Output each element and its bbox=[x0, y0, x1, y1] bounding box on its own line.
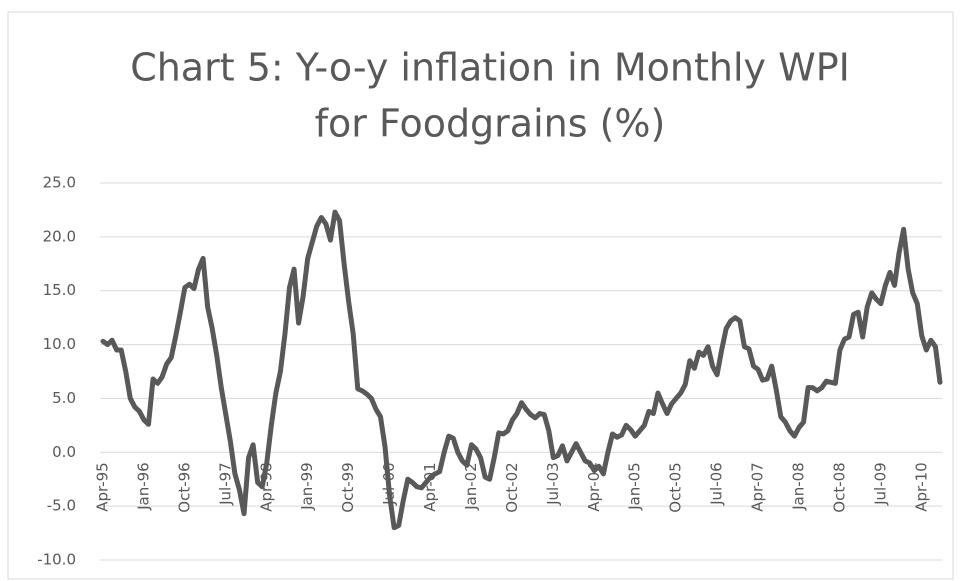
chart-border bbox=[7, 11, 954, 580]
x-tick-label: Oct-96 bbox=[175, 462, 193, 512]
x-tick-label: Apr-10 bbox=[912, 462, 930, 512]
data-line bbox=[100, 209, 943, 531]
x-tick-label: Jul-06 bbox=[708, 462, 726, 506]
y-tick-label: 15.0 bbox=[43, 281, 76, 299]
x-tick-label: Jan-99 bbox=[298, 462, 316, 511]
x-tick-label: Oct-08 bbox=[830, 462, 848, 512]
y-tick-label: 20.0 bbox=[43, 227, 76, 245]
x-tick-label: Jan-96 bbox=[134, 462, 152, 511]
x-tick-label: Apr-98 bbox=[257, 462, 275, 512]
chart-title: for Foodgrains (%) bbox=[315, 102, 666, 146]
x-tick-label: Jan-08 bbox=[789, 462, 807, 511]
y-tick-label: -5.0 bbox=[47, 497, 76, 515]
x-tick-label: Jul-03 bbox=[544, 462, 562, 506]
x-tick-label: Jul-97 bbox=[216, 462, 234, 506]
x-tick-label: Oct-02 bbox=[503, 462, 521, 512]
x-tick-label: Oct-99 bbox=[339, 462, 357, 512]
y-tick-label: 25.0 bbox=[43, 174, 76, 192]
x-tick-label: Apr-07 bbox=[749, 462, 767, 512]
x-tick-label: Jan-02 bbox=[462, 462, 480, 511]
x-tick-label: Oct-05 bbox=[667, 462, 685, 512]
y-tick-label: 5.0 bbox=[52, 389, 76, 407]
x-tick-label: Jan-05 bbox=[626, 462, 644, 511]
y-tick-label: 10.0 bbox=[43, 335, 76, 353]
x-tick-label: Apr-95 bbox=[94, 462, 112, 512]
x-tick-label: Jul-09 bbox=[871, 462, 889, 506]
x-tick-label: Apr-04 bbox=[585, 462, 603, 512]
y-tick-label: 0.0 bbox=[52, 443, 76, 461]
chart-title: Chart 5: Y-o-y inflation in Monthly WPI bbox=[130, 46, 850, 90]
y-tick-label: -10.0 bbox=[37, 551, 76, 569]
